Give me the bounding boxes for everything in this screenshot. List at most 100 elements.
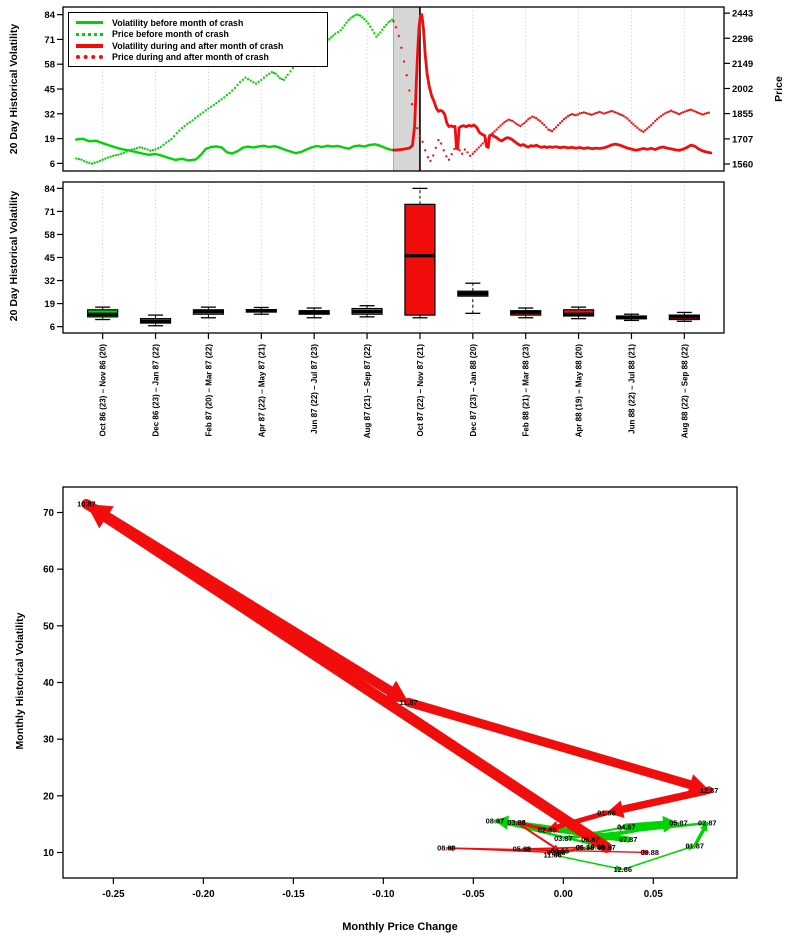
box-plot (668, 311, 700, 322)
box-plot (139, 314, 172, 327)
volatility-after-line-icon (76, 43, 103, 48)
price-after-series (392, 20, 710, 163)
box-x-label: Oct 86 (23) – Nov 86 (20) (99, 344, 108, 437)
month-arrows (81, 499, 713, 871)
arrow-shaft (519, 821, 549, 832)
vol-tick-label: 84 (44, 184, 55, 195)
arrow-shaft (621, 846, 692, 871)
month-point-label: 05.87 (669, 819, 688, 828)
month-point-label: 12.87 (700, 786, 719, 795)
legend: Volatility before month of crash Price b… (68, 12, 328, 67)
box-plot (245, 306, 277, 315)
legend-label: Price during and after month of crash (112, 52, 269, 63)
box-x-label: Dec 87 (23) – Jan 88 (20) (469, 344, 478, 437)
price-before-dotted-line-icon (76, 32, 103, 36)
month-point-label: 06.88 (576, 843, 595, 852)
box-x-label: Aug 88 (22) – Sep 88 (22) (680, 344, 689, 439)
legend-item: Price during and after month of crash (76, 52, 323, 64)
month-point-label: 11.87 (400, 698, 418, 707)
phase-panel-frame (62, 486, 738, 879)
box-x-label: Feb 87 (20) – Mar 87 (22) (204, 344, 213, 437)
box-x-label: Dec 86 (23) – Jan 87 (22) (152, 344, 161, 437)
vol-tick-label: 58 (44, 230, 55, 241)
top-panel: 6 19 32 45 58 71 84 1560 1707 1855 2002 2149 2296 244… (44, 6, 754, 172)
arrow-shaft (493, 819, 604, 848)
x-tick-label: -0.05 (462, 889, 485, 900)
box-plot (404, 187, 436, 319)
box-plot (615, 313, 648, 322)
arrow-head (383, 680, 409, 703)
vol-tick-label: 32 (44, 276, 55, 287)
arrow-shaft (404, 697, 703, 792)
vol-tick-label: 6 (50, 159, 55, 170)
arrow-shaft (521, 846, 582, 850)
box-plot (351, 305, 383, 318)
box-panel-ylabel: 20 Day Historical Volatility (8, 190, 20, 322)
volatility-before-line-icon (76, 21, 103, 25)
box-x-label: Apr 87 (22) – May 87 (21) (257, 344, 266, 438)
x-tick-label: 0.00 (554, 889, 574, 900)
y-tick-label: 40 (43, 678, 54, 689)
box-x-label: Apr 88 (19) – May 88 (20) (575, 344, 584, 438)
arrow-head (699, 823, 708, 832)
arrow-head (687, 845, 695, 851)
box-plot (87, 306, 119, 321)
month-point-label: 04.87 (617, 823, 636, 832)
arrow-shaft (515, 821, 558, 850)
box-x-label: Jun 87 (22) – Jul 87 (23) (310, 344, 319, 434)
vol-tick-label: 19 (44, 299, 55, 310)
vol-tick-label: 32 (44, 109, 55, 120)
y-tick-label: 20 (43, 791, 54, 802)
volatility-before-series (74, 137, 395, 162)
month-point-label: 10.87 (77, 500, 96, 509)
x-tick-label: -0.25 (102, 889, 125, 900)
month-point-label: 01.87 (685, 841, 704, 850)
box-plot (562, 306, 595, 320)
vol-tick-label: 45 (44, 253, 55, 264)
legend-label: Volatility during and after month of cra… (112, 40, 284, 51)
month-point-label: 09.88 (640, 848, 659, 857)
month-point-labels: 10.86 11.86 12.86 01.87 02.87 03.87 04.87 05.87… (77, 500, 718, 874)
vol-tick-label: 19 (44, 134, 55, 145)
month-point-label: 03.87 (554, 834, 573, 843)
box-plot (510, 307, 542, 319)
y-tick-label: 10 (43, 848, 54, 859)
x-tick-label: -0.15 (282, 889, 305, 900)
arrow-shaft (445, 847, 647, 854)
month-point-label: 06.87 (581, 835, 600, 844)
month-point-label: 01.88 (597, 808, 616, 817)
arrow-shaft (692, 825, 707, 848)
month-point-label: 11.86 (543, 850, 561, 859)
price-tick-label: 1855 (732, 109, 754, 120)
arrow-shaft (81, 499, 403, 701)
y-tick-label: 50 (43, 621, 54, 632)
y-tick-label: 30 (43, 735, 54, 746)
month-point-label: 07.87 (619, 835, 638, 844)
box-x-label: Jun 88 (22) – Jul 88 (21) (627, 344, 636, 434)
box-panel: Oct 86 (23) – Nov 86 (20) Dec 86 (23) – J… (44, 181, 725, 439)
phase-panel: -0.25 -0.20 -0.15 -0.10 -0.05 0.00 0.05 10 20 30 4… (43, 486, 738, 900)
price-after-dotted-line-icon (76, 55, 103, 60)
vol-tick-label: 45 (44, 85, 55, 96)
arrow-shaft (551, 854, 620, 870)
price-tick-label: 2149 (732, 59, 753, 70)
month-point-label: 04.88 (550, 846, 569, 855)
price-tick-label: 1707 (732, 134, 753, 145)
y-tick-label: 60 (43, 565, 54, 576)
legend-label: Price before month of crash (112, 29, 229, 40)
top-panel-ylabel-right: Price (773, 76, 785, 102)
box-plot (192, 306, 225, 319)
month-point-label: 08.88 (437, 844, 456, 853)
month-point-label: 05.88 (513, 845, 532, 854)
month-point-label: 07.88 (547, 848, 566, 857)
phase-panel-xlabel: Monthly Price Change (342, 921, 458, 933)
top-panel-ylabel: 20 Day Historical Volatility (8, 23, 20, 155)
legend-item: Volatility before month of crash (76, 17, 323, 29)
price-tick-label: 2443 (732, 9, 753, 20)
box-plot (457, 282, 489, 314)
vol-tick-label: 58 (44, 60, 55, 71)
month-point-label: 08.87 (486, 816, 505, 825)
volatility-after-series (392, 13, 713, 155)
month-point-label: 03.88 (507, 818, 526, 827)
